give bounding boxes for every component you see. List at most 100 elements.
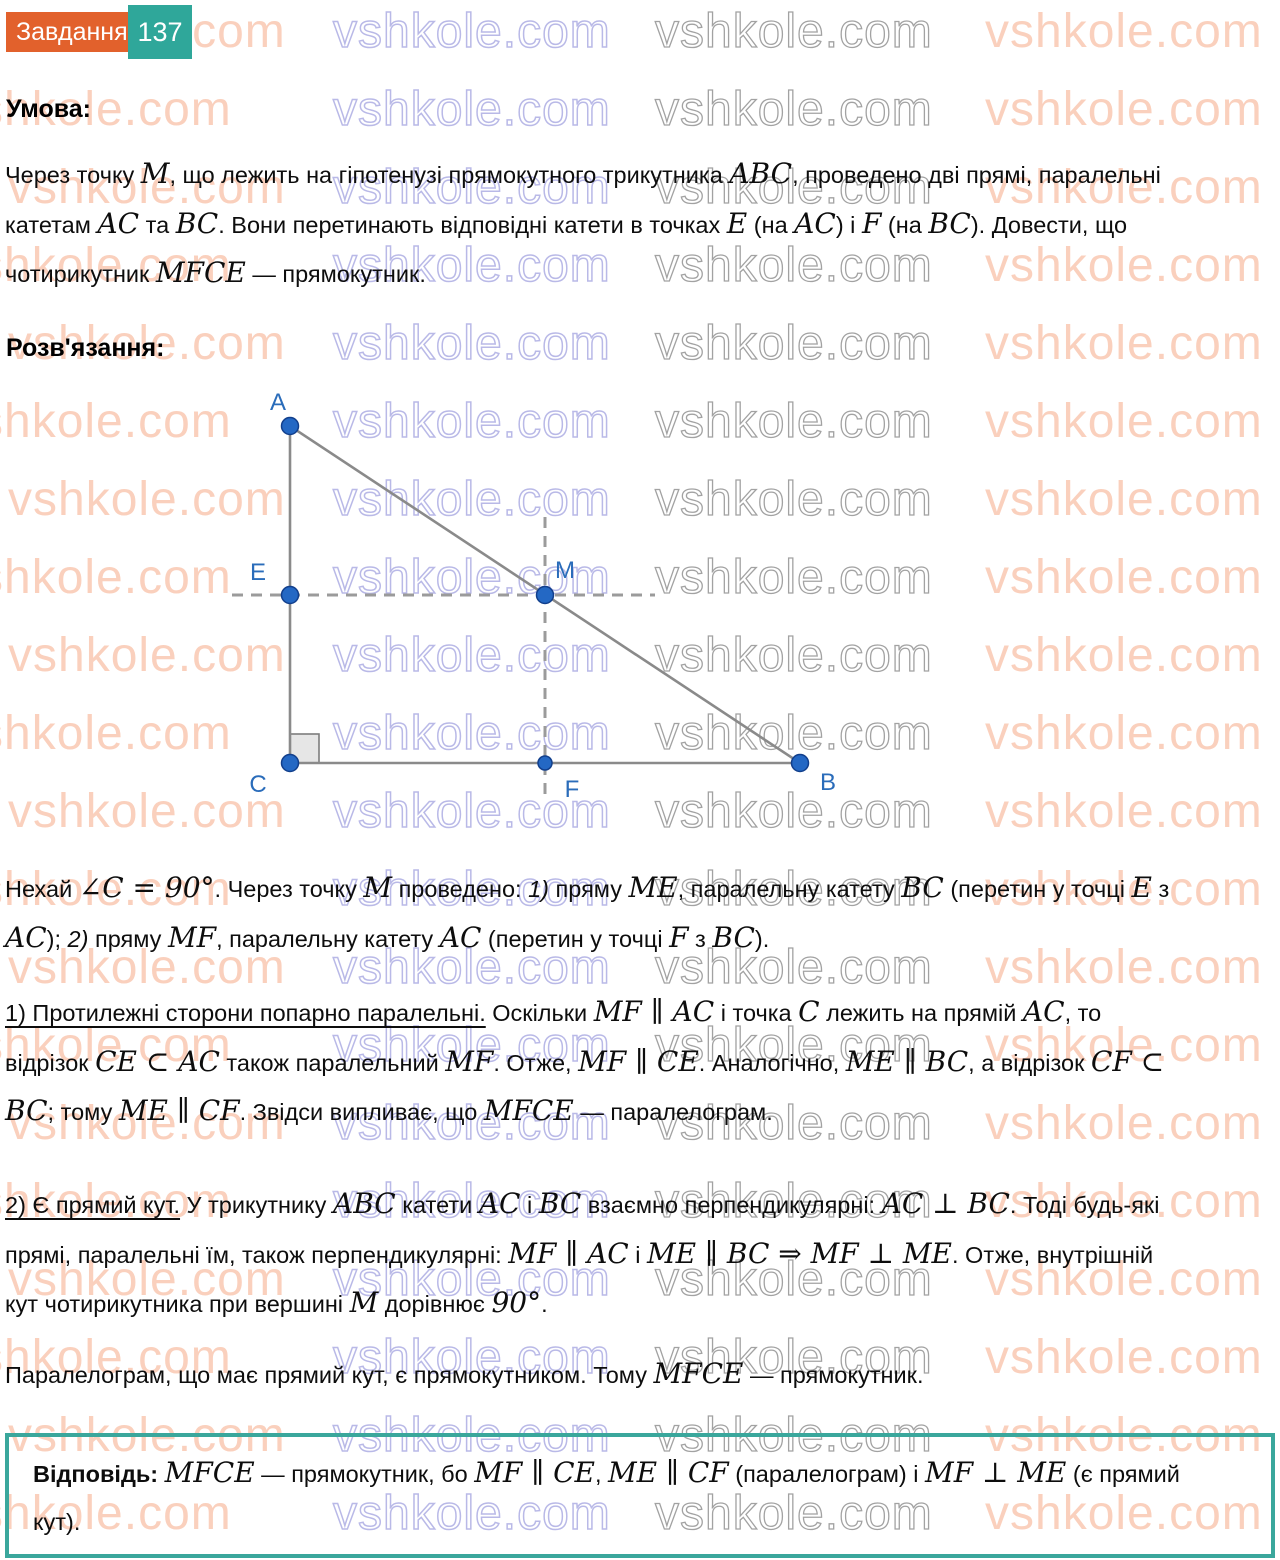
point-f [537, 755, 553, 771]
point-a [280, 416, 300, 436]
text-run: M [140, 157, 170, 190]
text-run: BC [712, 920, 755, 954]
text-run: — паралелограм. [573, 1099, 773, 1125]
text-run: ). Довести, що чотирикутник [5, 211, 1128, 288]
text-run: , паралельну катету [216, 925, 440, 952]
text-run: CF ⊂ BC [5, 1044, 1165, 1128]
label-f: F [565, 776, 580, 803]
text-run: BC [901, 871, 944, 904]
text-run: , що лежить на гіпотенузі прямокутного т… [169, 162, 730, 188]
solution-step3: Паралелограм, що має прямий кут, є прямо… [5, 1350, 1205, 1400]
point-c [280, 753, 300, 773]
text-run: E [726, 206, 748, 240]
text-run: також паралельний [219, 1049, 446, 1076]
text-run: , проведено дві прямі, паралельні катета… [5, 162, 1161, 238]
text-run: та [139, 211, 176, 238]
text-run: MFCE [653, 1357, 744, 1390]
text-run: катети [395, 1192, 479, 1218]
geometry-diagram: A E C M F B [232, 389, 836, 803]
text-run: Через точку [5, 162, 141, 188]
text-run: E [1131, 871, 1152, 904]
label-m: M [555, 557, 575, 584]
text-run: F [861, 206, 882, 240]
text-run: і точка [714, 1000, 799, 1026]
text-run: ; тому [47, 1099, 119, 1125]
text-run: . Через точку [214, 876, 364, 902]
task-badge-label: Завдання: [16, 18, 135, 46]
text-run: BC [175, 206, 219, 240]
text-run: MF [445, 1044, 494, 1078]
text-run: (паралелограм) і [728, 1461, 926, 1487]
point-m [535, 585, 555, 605]
text-run: з [1151, 876, 1170, 902]
text-run: AC ⊥ BC [881, 1187, 1010, 1220]
text-run: 1) Протилежні сторони попарно паралельні… [5, 1000, 486, 1026]
text-run: і [628, 1241, 648, 1268]
task-number-badge: 137 [128, 5, 192, 59]
text-run: MFCE [164, 1456, 255, 1489]
answer-text: Відповідь: MFCE — прямокутник, бо MF ∥ C… [33, 1449, 1193, 1546]
text-run: ME ∥ BC [845, 1044, 969, 1078]
text-run: пряму [549, 876, 629, 902]
text-run: F [669, 920, 689, 954]
text-run: ME ∥ BC ⇒ MF ⊥ ME [647, 1236, 952, 1270]
text-run: MFCE [155, 256, 246, 289]
text-run: 2) Є прямий кут. [5, 1192, 181, 1218]
text-run: MF ∥ CE [474, 1456, 595, 1489]
text-run: У трикутнику [180, 1192, 333, 1218]
text-run: ) і [835, 211, 862, 238]
point-e [280, 585, 300, 605]
text-run: M [363, 871, 393, 904]
text-run: . Звідси випливає, що [239, 1099, 484, 1125]
text-run: , а відрізок [968, 1049, 1091, 1076]
text-run: ∠C = 90° [78, 871, 215, 904]
text-run: Оскільки [485, 1000, 594, 1026]
task-number: 137 [137, 16, 183, 47]
condition-text: Через точку M, що лежить на гіпотенузі п… [5, 150, 1190, 299]
solution-step1: 1) Протилежні сторони попарно паралельні… [5, 988, 1180, 1137]
solution-step2: 2) Є прямий кут. У трикутнику ABC катети… [5, 1180, 1185, 1329]
text-run: дорівнює [378, 1291, 492, 1317]
text-run: MF ⊥ ME [925, 1456, 1067, 1489]
text-run: 1) [528, 876, 550, 902]
text-run: Відповідь: [33, 1461, 165, 1487]
text-run: AC [1022, 995, 1065, 1028]
text-run: MF [167, 920, 217, 954]
text-run: (на [747, 211, 795, 238]
text-run: — прямокутник. [743, 1362, 924, 1388]
text-run: . Отже, [493, 1049, 579, 1076]
text-run: , [594, 1461, 609, 1487]
text-run: MFCE [483, 1094, 574, 1127]
text-run: , паралельну катету [677, 876, 902, 902]
text-run: взаємно перпендикулярні: [581, 1192, 882, 1218]
text-run: з [688, 925, 713, 952]
text-run: ME ∥ CF [118, 1094, 240, 1127]
text-run: ME ∥ CF [608, 1456, 729, 1489]
text-run: CE ⊂ AC [95, 1044, 220, 1078]
text-run: і [520, 1192, 539, 1218]
text-run: . Вони перетинають відповідні катети в т… [218, 211, 727, 238]
text-run: AC [478, 1187, 521, 1220]
text-run: , то відрізок [5, 1000, 1102, 1076]
text-run: 2) [67, 925, 89, 952]
text-run: Паралелограм, що має прямий кут, є прямо… [5, 1362, 654, 1388]
text-run: ). [754, 925, 770, 952]
text-run: BC [928, 206, 971, 240]
label-b: B [820, 769, 836, 796]
text-run: BC [538, 1187, 582, 1220]
text-run: MF ∥ AC [593, 995, 715, 1028]
text-run: AC [439, 920, 482, 954]
text-run: — прямокутник, бо [254, 1461, 475, 1487]
point-b [790, 753, 810, 773]
text-run: AC [5, 920, 47, 954]
text-run: (перетин у точці [481, 925, 670, 952]
text-run: ); [46, 925, 68, 952]
text-run: AC [97, 206, 140, 240]
text-run: пряму [88, 925, 168, 952]
text-run: — прямокутник. [245, 261, 426, 287]
solution-heading: Розв'язання: [6, 334, 165, 362]
text-run: (на [881, 211, 929, 238]
text-run: ME [628, 871, 678, 904]
